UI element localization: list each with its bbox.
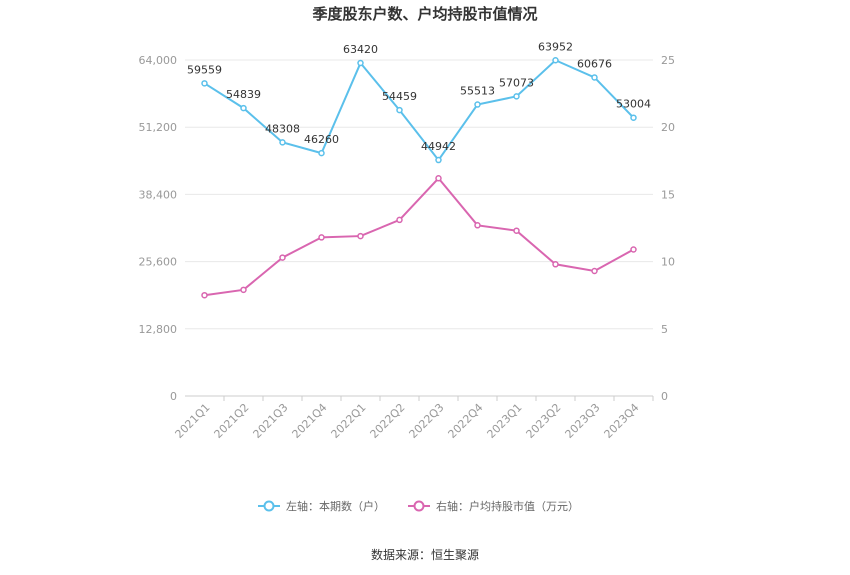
x-tick-label: 2021Q1 bbox=[173, 401, 213, 441]
x-tick-label: 2022Q1 bbox=[329, 401, 369, 441]
data-point-1 bbox=[201, 80, 208, 87]
data-point-2 bbox=[435, 175, 442, 182]
data-point-1 bbox=[630, 114, 637, 121]
data-point-2 bbox=[474, 222, 481, 229]
left-tick-label: 25,600 bbox=[139, 256, 178, 269]
data-point-1 bbox=[435, 156, 442, 164]
data-point-2 bbox=[240, 286, 247, 294]
data-point-1 bbox=[240, 104, 247, 112]
x-tick-label: 2023Q3 bbox=[563, 401, 603, 441]
series-line-1 bbox=[203, 59, 635, 162]
data-point-2 bbox=[513, 227, 520, 234]
data-point-2 bbox=[201, 291, 208, 299]
x-tick-label: 2023Q1 bbox=[485, 401, 525, 441]
data-point-1 bbox=[552, 57, 559, 64]
data-point-2 bbox=[552, 261, 559, 268]
data-point-2 bbox=[396, 216, 403, 224]
data-point-1 bbox=[357, 59, 364, 67]
left-tick-label: 38,400 bbox=[139, 188, 178, 201]
x-tick-label: 2022Q3 bbox=[407, 401, 447, 441]
data-point-1 bbox=[591, 74, 598, 81]
series-line-2 bbox=[204, 176, 634, 297]
x-axis: 2021Q12021Q22021Q32021Q42022Q12022Q22022… bbox=[173, 396, 654, 441]
data-point-1 bbox=[396, 106, 403, 114]
data-point-2 bbox=[318, 234, 325, 241]
x-tick-label: 2023Q2 bbox=[524, 401, 564, 441]
data-label: 53004 bbox=[616, 98, 651, 111]
data-point-1 bbox=[474, 101, 481, 108]
left-tick-label: 0 bbox=[170, 390, 177, 403]
x-tick-label: 2022Q4 bbox=[446, 401, 486, 441]
data-label: 54839 bbox=[226, 88, 261, 101]
data-label: 60676 bbox=[577, 57, 612, 70]
grid bbox=[185, 59, 654, 401]
right-tick-label: 25 bbox=[661, 54, 675, 67]
x-tick-label: 2021Q2 bbox=[212, 401, 252, 441]
chart-title: 季度股东户数、户均持股市值情况 bbox=[312, 5, 537, 23]
right-axis: 0 5 10 15 20 25 bbox=[661, 54, 675, 403]
data-label: 63420 bbox=[343, 43, 378, 56]
data-point-1 bbox=[513, 93, 520, 100]
right-tick-label: 5 bbox=[661, 323, 668, 336]
x-tick-label: 2021Q4 bbox=[290, 401, 330, 441]
data-label: 44942 bbox=[421, 140, 456, 153]
data-label: 55513 bbox=[460, 85, 495, 98]
x-tick-label: 2023Q4 bbox=[602, 401, 642, 441]
legend-label-1: 左轴：本期数（户） bbox=[286, 499, 385, 513]
data-label: 54459 bbox=[382, 90, 417, 103]
left-tick-label: 64,000 bbox=[139, 54, 178, 67]
data-point-2 bbox=[279, 254, 286, 261]
right-tick-label: 20 bbox=[661, 121, 675, 134]
legend: 左轴：本期数（户） 右轴：户均持股市值（万元） bbox=[258, 499, 579, 513]
left-tick-label: 51,200 bbox=[139, 121, 178, 134]
legend-marker-2 bbox=[413, 500, 425, 512]
legend-marker-1 bbox=[263, 500, 275, 512]
right-tick-label: 10 bbox=[661, 256, 675, 269]
data-label: 46260 bbox=[304, 133, 339, 146]
data-point-2 bbox=[591, 267, 598, 275]
source-note: 数据来源：恒生聚源 bbox=[371, 547, 479, 562]
data-label: 63952 bbox=[538, 40, 573, 53]
data-point-1 bbox=[318, 149, 325, 157]
data-label: 59559 bbox=[187, 63, 222, 76]
data-point-1 bbox=[279, 139, 286, 146]
right-tick-label: 15 bbox=[661, 188, 675, 201]
x-tick-label: 2021Q3 bbox=[251, 401, 291, 441]
left-tick-label: 12,800 bbox=[139, 323, 178, 336]
right-tick-label: 0 bbox=[661, 390, 668, 403]
legend-label-2: 右轴：户均持股市值（万元） bbox=[436, 499, 579, 513]
data-point-2 bbox=[630, 246, 637, 253]
data-label: 57073 bbox=[499, 76, 534, 89]
left-axis: 0 12,800 25,600 38,400 51,200 64,000 bbox=[139, 54, 178, 403]
data-point-2 bbox=[357, 232, 364, 240]
x-tick-label: 2022Q2 bbox=[368, 401, 408, 441]
plot-area: 59559 54839 48308 46260 63420 54459 44942 55513… bbox=[187, 40, 651, 299]
data-label: 48308 bbox=[265, 122, 300, 135]
